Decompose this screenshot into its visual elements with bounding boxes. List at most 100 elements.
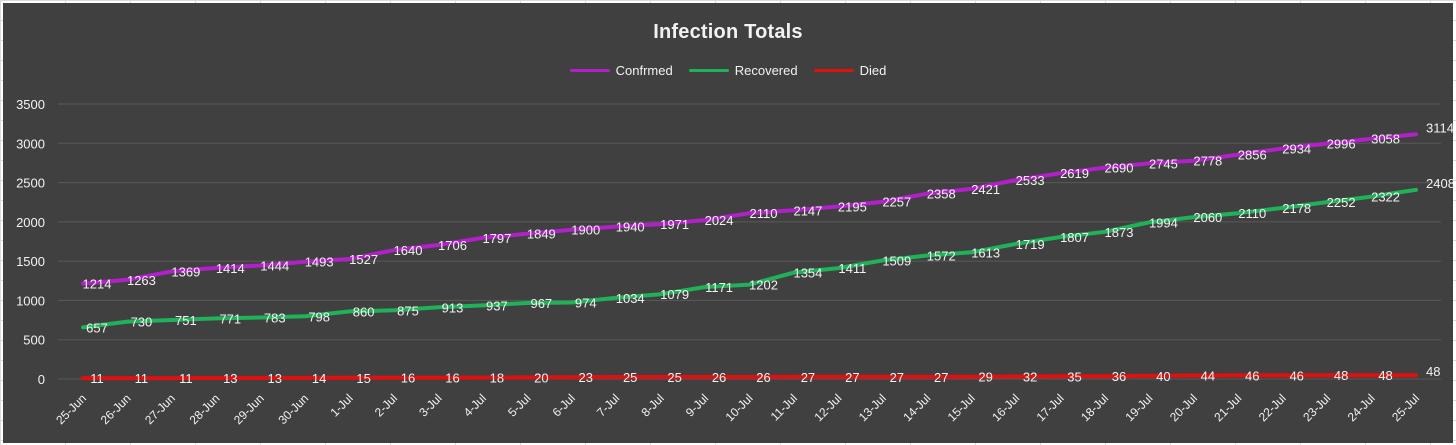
died-data-label: 14 [312,371,326,386]
legend-swatch-recovered [688,69,729,72]
legend-item-died: Died [813,63,887,78]
chart-title: Infection Totals [653,21,803,43]
confirmed-data-label: 2358 [927,187,956,202]
recovered-data-label: 967 [530,296,552,311]
recovered-data-label: 2408 [1426,176,1453,191]
recovered-data-label: 974 [575,295,597,310]
recovered-data-label: 2060 [1193,210,1222,225]
confirmed-data-label: 1493 [305,255,334,270]
confirmed-data-label: 2690 [1105,161,1134,176]
died-data-label: 26 [712,370,726,385]
recovered-data-label: 1171 [705,280,733,295]
died-data-label: 16 [445,371,459,386]
confirmed-data-label: 2147 [793,203,822,218]
legend-label-recovered: Recovered [734,63,798,78]
died-data-label: 20 [534,370,548,385]
recovered-data-label: 2252 [1327,195,1356,210]
died-data-label: 48 [1334,368,1348,383]
confirmed-data-label: 3114 [1426,120,1453,135]
died-data-label: 27 [890,370,904,385]
legend-swatch-died [813,69,854,72]
recovered-data-label: 751 [175,313,197,328]
died-data-label: 15 [356,371,370,386]
confirmed-data-label: 1940 [616,220,645,235]
x-tick-label: 13-Jul [856,391,889,424]
recovered-data-label: 860 [353,304,375,319]
recovered-data-label: 730 [131,315,153,330]
x-tick-label: 3-Jul [416,391,444,419]
x-tick-label: 21-Jul [1211,391,1244,424]
confirmed-data-label: 2778 [1193,154,1222,169]
x-tick-label: 27-Jun [142,391,178,427]
confirmed-data-label: 1849 [527,227,556,242]
x-tick-label: 17-Jul [1034,391,1067,424]
x-tick-label: 24-Jul [1345,391,1378,424]
legend-item-confirmed: Confrmed [569,63,673,78]
x-tick-label: 22-Jul [1256,391,1289,424]
died-data-label: 27 [801,370,815,385]
y-tick-label: 2500 [16,176,45,191]
confirmed-data-label: 1444 [260,259,289,274]
died-data-label: 40 [1156,369,1170,384]
recovered-data-label: 657 [86,320,108,335]
recovered-data-label: 1873 [1105,225,1134,240]
died-data-label: 25 [667,370,681,385]
y-tick-label: 1000 [16,293,45,308]
confirmed-data-label: 2533 [1016,173,1045,188]
x-tick-label: 2-Jul [372,391,400,419]
y-tick-label: 1500 [16,254,45,269]
confirmed-data-label: 1797 [482,231,511,246]
died-data-label: 23 [579,370,593,385]
confirmed-data-label: 1640 [394,243,423,258]
recovered-data-label: 2110 [1238,206,1266,221]
confirmed-data-label: 2195 [838,200,867,215]
died-data-label: 27 [845,370,859,385]
died-data-label: 13 [267,371,281,386]
recovered-line [81,187,1418,330]
chart-legend: Confrmed Recovered Died [3,63,1453,78]
died-data-label: 46 [1289,368,1303,383]
x-tick-label: 10-Jul [723,391,756,424]
died-data-label: 36 [1112,369,1126,384]
confirmed-data-label: 2619 [1060,166,1089,181]
x-tick-label: 9-Jul [683,391,711,419]
x-tick-label: 11-Jul [768,391,800,423]
confirmed-data-label: 2996 [1327,137,1356,152]
recovered-data-label: 1202 [749,278,778,293]
died-data-label: 11 [90,371,104,386]
x-tick-label: 6-Jul [550,391,578,419]
x-tick-label: 23-Jul [1300,391,1333,424]
confirmed-data-label: 1900 [571,223,600,238]
x-tick-label: 19-Jul [1123,391,1156,424]
y-tick-label: 500 [23,333,45,348]
confirmed-data-label: 2856 [1238,148,1267,163]
x-tick-label: 26-Jun [98,391,134,427]
died-data-label: 29 [978,370,992,385]
died-data-label: 25 [623,370,637,385]
died-data-label: 46 [1245,368,1259,383]
legend-label-died: Died [859,63,887,78]
confirmed-data-label: 2934 [1282,141,1311,156]
died-line [81,373,1418,381]
recovered-data-label: 1994 [1149,215,1178,230]
legend-swatch-confirmed [569,69,610,72]
recovered-data-label: 1613 [971,245,1000,260]
recovered-data-label: 1572 [927,248,956,263]
x-tick-label: 28-Jun [187,391,223,427]
confirmed-data-label: 1214 [83,277,112,292]
recovered-data-label: 1354 [793,266,822,281]
confirmed-data-label: 1971 [660,217,689,232]
recovered-data-label: 1719 [1016,237,1045,252]
x-tick-label: 29-Jun [231,391,267,427]
died-data-label: 32 [1023,369,1037,384]
died-data-label: 48 [1426,364,1440,379]
x-tick-label: 4-Jul [461,391,489,419]
died-data-label: 27 [934,370,948,385]
recovered-data-label: 913 [442,300,464,315]
chart-area[interactable]: Infection Totals Confrmed Recovered Died… [3,3,1453,443]
died-data-label: 11 [135,371,149,386]
x-tick-label: 25-Jul [1389,391,1422,424]
y-tick-label: 3500 [16,97,45,112]
x-tick-label: 7-Jul [594,391,622,419]
x-tick-label: 5-Jul [505,391,533,419]
